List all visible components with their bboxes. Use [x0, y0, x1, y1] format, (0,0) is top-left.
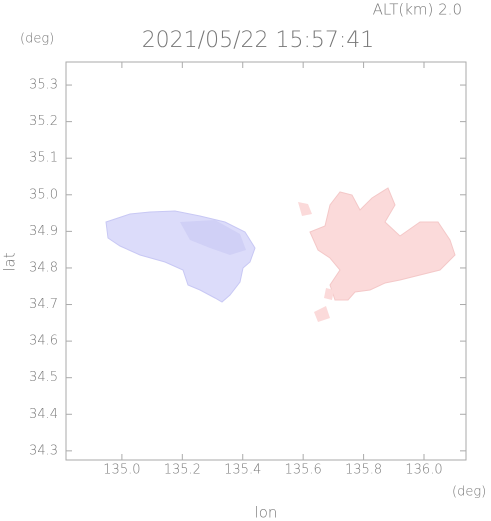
x-tick-label: 135.0 [103, 463, 140, 478]
x-tick-label: 135.4 [224, 463, 261, 478]
x-axis-label: lon [255, 504, 278, 521]
y-tick-label: 35.1 [29, 151, 58, 166]
echo-areas [105, 187, 456, 322]
echo-blue [105, 210, 256, 303]
y-tick-label: 34.7 [29, 297, 58, 312]
echo-blue-core [180, 220, 246, 255]
y-tick-label: 34.5 [29, 370, 58, 385]
x-tick-label: 135.8 [345, 463, 382, 478]
y-tick-label: 34.6 [29, 334, 58, 349]
y-unit: (deg) [20, 32, 54, 47]
y-tick-label: 35.2 [29, 114, 58, 129]
y-axis-label: lat [1, 252, 19, 271]
y-tick-label: 34.8 [29, 260, 58, 275]
plot-frame [65, 61, 467, 461]
y-tick-label: 35.0 [29, 187, 58, 202]
chart-title: 2021/05/22 15:57:41 [142, 28, 375, 53]
y-tick-label: 34.9 [29, 224, 58, 239]
y-tick-label: 35.3 [29, 78, 58, 93]
echo-pink-small [298, 202, 334, 322]
y-tick-label: 34.3 [29, 443, 58, 458]
x-unit: (deg) [452, 485, 486, 500]
echo-pink [309, 187, 456, 301]
x-tick-label: 135.2 [164, 463, 201, 478]
subtitle: ALT(km) 2.0 [373, 1, 462, 19]
y-tick-label: 34.4 [29, 407, 58, 422]
x-tick-label: 135.6 [285, 463, 322, 478]
x-tick-label: 136.0 [405, 463, 442, 478]
